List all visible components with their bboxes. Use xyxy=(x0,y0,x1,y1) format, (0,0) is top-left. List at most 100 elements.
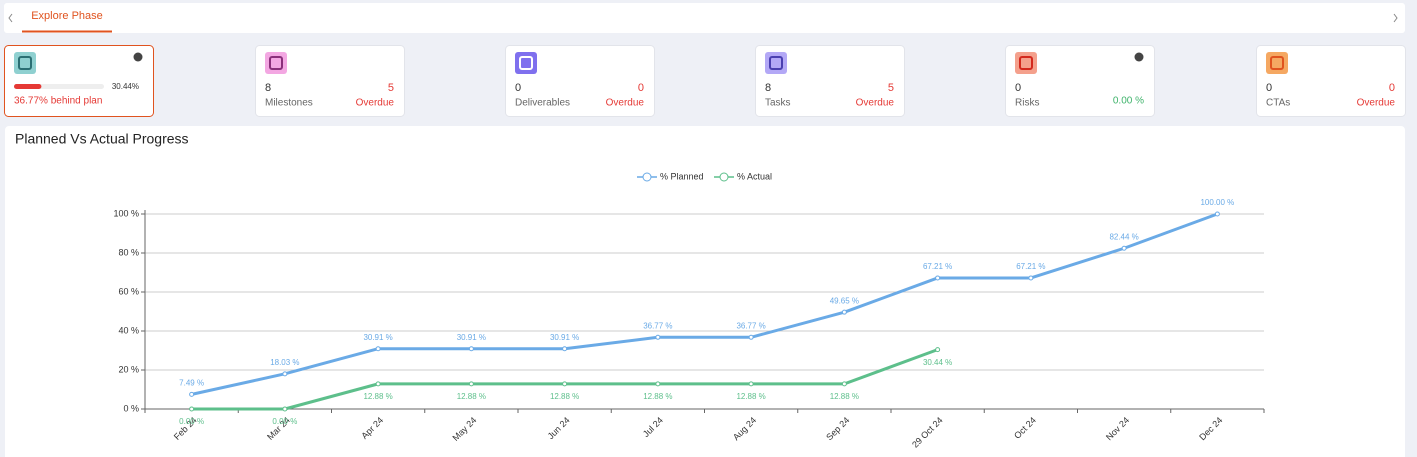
point xyxy=(189,391,195,397)
card-count: 8 xyxy=(265,82,271,94)
point xyxy=(562,346,568,352)
card-icon-glyph xyxy=(1019,56,1033,70)
data-label: 36.77 % xyxy=(643,321,672,330)
card-label: Milestones xyxy=(265,98,313,109)
info-icon xyxy=(133,52,143,62)
point xyxy=(841,309,847,315)
card xyxy=(755,45,905,117)
card-icon-glyph xyxy=(769,56,783,70)
point xyxy=(935,347,941,353)
data-label: 12.88 % xyxy=(363,392,392,401)
overdue-count: 0 xyxy=(1389,82,1395,94)
overdue-count: 5 xyxy=(388,82,394,94)
card-icon xyxy=(265,52,287,74)
data-label: 12.88 % xyxy=(643,392,672,401)
overdue-count: 0 xyxy=(638,82,644,94)
plan-status: 36.77% behind plan xyxy=(14,96,102,107)
card-icon xyxy=(1266,52,1288,74)
data-label: 12.88 % xyxy=(550,392,579,401)
legend-label: % Planned xyxy=(660,171,704,181)
overdue-label: Overdue xyxy=(356,98,395,109)
point xyxy=(1214,211,1220,217)
card xyxy=(255,45,405,117)
point xyxy=(189,406,195,412)
y-tick-label: 100 % xyxy=(113,208,139,218)
point xyxy=(1028,275,1034,281)
point xyxy=(282,406,288,412)
card xyxy=(4,45,154,117)
y-tick-label: 80 % xyxy=(118,247,139,257)
data-label: 0.00 % xyxy=(179,417,204,426)
card-count: 0 xyxy=(515,82,521,94)
card-icon xyxy=(515,52,537,74)
card-label: CTAs xyxy=(1266,98,1290,109)
data-label: 82.44 % xyxy=(1109,232,1138,241)
point xyxy=(748,334,754,340)
point xyxy=(655,381,661,387)
overdue-label: Overdue xyxy=(856,98,895,109)
data-label: 12.88 % xyxy=(830,392,859,401)
card-count: 8 xyxy=(765,82,771,94)
card-icon-glyph xyxy=(269,56,283,70)
card-icon-glyph xyxy=(18,56,32,70)
data-label: 49.65 % xyxy=(830,296,859,305)
chart-title: Planned Vs Actual Progress xyxy=(15,131,189,147)
card-icon xyxy=(765,52,787,74)
legend-label: % Actual xyxy=(737,171,772,181)
point xyxy=(375,381,381,387)
legend-marker xyxy=(642,172,652,182)
card-count: 0 xyxy=(1266,82,1272,94)
point xyxy=(655,334,661,340)
legend-marker xyxy=(719,172,729,182)
series-line xyxy=(191,212,1218,396)
point xyxy=(748,381,754,387)
overdue-count: 5 xyxy=(888,82,894,94)
point xyxy=(562,381,568,387)
data-label: 7.49 % xyxy=(179,379,204,388)
card-icon-glyph xyxy=(1270,56,1284,70)
y-tick-label: 0 % xyxy=(123,403,139,413)
tab-bar xyxy=(4,3,1405,33)
data-label: 36.77 % xyxy=(736,321,765,330)
data-label: 67.21 % xyxy=(1016,262,1045,271)
point xyxy=(1121,245,1127,251)
overdue-label: Overdue xyxy=(1357,98,1396,109)
card-count: 0 xyxy=(1015,82,1021,94)
tab-scroll-left[interactable] xyxy=(8,13,13,23)
card-label: Risks xyxy=(1015,98,1039,109)
card xyxy=(505,45,655,117)
point xyxy=(282,371,288,377)
data-label: 18.03 % xyxy=(270,358,299,367)
data-label: 12.88 % xyxy=(736,392,765,401)
y-tick-label: 20 % xyxy=(118,364,139,374)
data-label: 12.88 % xyxy=(457,392,486,401)
overdue-label: Overdue xyxy=(606,98,645,109)
card-label: Deliverables xyxy=(515,98,570,109)
data-label: 67.21 % xyxy=(923,262,952,271)
info-icon xyxy=(1134,52,1144,62)
card-icon xyxy=(14,52,36,74)
point xyxy=(468,381,474,387)
point xyxy=(841,381,847,387)
progress-bar xyxy=(14,84,42,89)
card-label: Tasks xyxy=(765,98,791,109)
point xyxy=(935,275,941,281)
card-icon xyxy=(1015,52,1037,74)
y-tick-label: 60 % xyxy=(118,286,139,296)
card-icon-glyph xyxy=(519,56,533,70)
risk-rate: 0.00 % xyxy=(1113,96,1144,107)
tab-scroll-right[interactable] xyxy=(1393,13,1398,23)
data-label: 30.91 % xyxy=(550,333,579,342)
point xyxy=(468,346,474,352)
progress-label: 30.44% xyxy=(112,82,139,91)
card xyxy=(1256,45,1406,117)
data-label: 100.00 % xyxy=(1200,198,1234,207)
tab[interactable]: Explore Phase xyxy=(31,10,103,22)
card xyxy=(1005,45,1155,117)
point xyxy=(375,346,381,352)
data-label: 30.91 % xyxy=(363,333,392,342)
data-label: 30.44 % xyxy=(923,358,952,367)
y-tick-label: 40 % xyxy=(118,325,139,335)
